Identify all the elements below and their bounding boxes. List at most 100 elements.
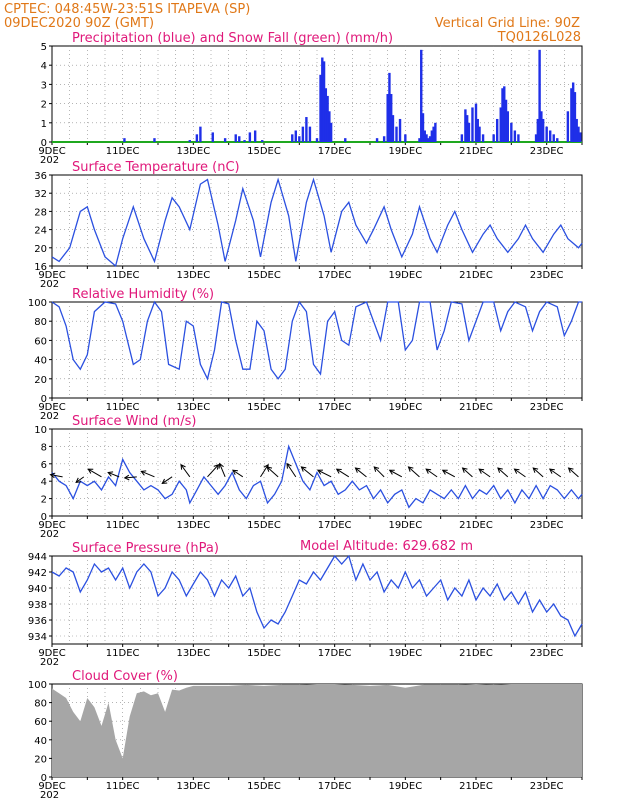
wind-arrow	[317, 469, 332, 478]
panel-6-xtick-label: 21DEC	[459, 781, 493, 792]
precipitation-bar	[579, 132, 582, 142]
panel-5-ytick-label: 934	[28, 632, 47, 643]
panel-5-series-line	[51, 554, 583, 638]
panel-6-xtick-label: 15DEC	[247, 781, 281, 792]
wind-arrow-head	[425, 468, 432, 474]
panel-5-ytick-label: 936	[28, 616, 47, 627]
panel-1-ytick-label: 4	[41, 61, 47, 72]
panel-3-ytick-label: 20	[34, 375, 47, 386]
precipitation-bar	[234, 134, 237, 142]
wind-arrow	[355, 467, 367, 478]
wind-arrow-head	[461, 467, 468, 473]
wind-arrow	[549, 468, 562, 478]
precipitation-bar	[575, 118, 578, 142]
precipitation-bar	[425, 134, 428, 142]
wind-arrow	[425, 468, 438, 478]
wind-arrow	[124, 476, 137, 479]
precipitation-bar	[423, 130, 426, 142]
panel-2-frame	[51, 174, 583, 267]
panel-1-year-stub: 202	[40, 155, 59, 166]
panel-3-title: Relative Humidity (%)	[72, 287, 214, 302]
panel-2-ytick-label: 24	[34, 226, 47, 237]
precipitation-bar	[321, 57, 324, 142]
precipitation-bar	[427, 138, 430, 142]
precipitation-bar	[460, 134, 464, 142]
precipitation-bar	[223, 138, 227, 142]
panels: 0 1 2 3 4 5 9DEC 11DEC 13DEC 15DEC 17DEC 19DEC 21DEC…	[28, 31, 583, 800]
panel-4-xtick-label: 15DEC	[247, 520, 281, 531]
panel-6-ytick-label: 80	[34, 699, 47, 710]
precipitation-bar	[195, 134, 199, 142]
wind-arrow	[141, 470, 155, 478]
precipitation-bar	[211, 132, 214, 142]
wind-arrow	[207, 464, 219, 478]
panel-3-ytick-label: 40	[34, 356, 47, 367]
panel-5-xtick-label: 23DEC	[530, 648, 564, 659]
panel-6-xtick-label: 19DEC	[388, 781, 422, 792]
panel-2-ytick-label: 28	[34, 207, 47, 218]
precipitation-bar	[534, 134, 538, 142]
wind-arrow	[568, 467, 579, 478]
panel-1-xtick-label: 13DEC	[176, 146, 210, 157]
wind-arrow-head	[335, 468, 342, 474]
panel-4-xtick-label: 21DEC	[459, 520, 493, 531]
panel-1-ytick-label: 2	[41, 100, 47, 111]
precipitation-bar	[248, 132, 252, 142]
panel-3-series-line	[51, 300, 582, 381]
precipitation-bar	[464, 109, 467, 142]
panel-6-xtick-label: 9DEC	[38, 781, 65, 792]
wind-arrow-head	[567, 467, 574, 473]
panel-4-series-line	[51, 444, 583, 509]
precipitation-bar	[421, 113, 425, 142]
precipitation-bar	[571, 82, 575, 142]
panel-6-ytick-label: 40	[34, 736, 47, 747]
precipitation-bar	[301, 126, 305, 142]
header-grid-note: Vertical Grid Line: 90Z	[435, 16, 580, 31]
wind-arrow-head	[286, 462, 292, 469]
precipitation-bar	[329, 122, 333, 142]
precipitation-bar	[506, 111, 509, 142]
precipitation-bar	[324, 88, 328, 142]
precipitation-bar	[315, 138, 319, 142]
panel-2-ytick-label: 20	[34, 244, 47, 255]
panel-4-ytick-label: 8	[41, 442, 47, 453]
precipitation-bar	[556, 138, 559, 142]
panel-3-xtick-label: 9DEC	[38, 402, 65, 413]
precipitation-bar	[344, 138, 347, 142]
panel-1	[49, 45, 583, 145]
panel-4-ytick-label: 6	[41, 460, 47, 471]
panel-5-ytick-label: 942	[28, 568, 47, 579]
panel-4-xtick-label: 13DEC	[176, 520, 210, 531]
panel-3-ytick-label: 80	[34, 317, 47, 328]
panel-1-ytick-label: 5	[41, 42, 47, 53]
wind-arrow-head	[532, 467, 539, 473]
wind-arrow-head	[407, 466, 414, 472]
wind-arrow-head	[441, 469, 448, 475]
panel-5-xtick-label: 19DEC	[388, 648, 422, 659]
panel-3-ytick-label: 100	[28, 298, 47, 309]
precipitation-bar	[478, 126, 481, 142]
wind-arrow-head	[161, 478, 168, 485]
precipitation-bar	[238, 136, 241, 142]
wind-arrow-head	[317, 469, 323, 475]
wind-arrow	[301, 466, 314, 478]
precipitation-bar	[430, 130, 434, 142]
panel-5-year-stub: 202	[40, 657, 59, 668]
precipitation-bar	[188, 140, 191, 142]
panel-6-title: Cloud Cover (%)	[72, 669, 178, 684]
precipitation-bar	[504, 99, 508, 142]
wind-arrow	[266, 466, 279, 478]
precipitation-bar	[375, 138, 379, 142]
panel-2-xtick-label: 19DEC	[388, 270, 422, 281]
panel-1-xtick-label: 15DEC	[247, 146, 281, 157]
wind-arrow-head	[266, 466, 273, 472]
panel-2-xtick-label: 13DEC	[176, 270, 210, 281]
precipitation-bar	[513, 130, 517, 142]
wind-arrow	[514, 468, 526, 478]
panel-2-title: Surface Temperature (nC)	[72, 160, 240, 175]
panel-6-xtick-label: 13DEC	[176, 781, 210, 792]
precipitation-bar	[298, 136, 301, 142]
wind-arrow	[75, 476, 85, 483]
precipitation-bar	[432, 126, 435, 142]
